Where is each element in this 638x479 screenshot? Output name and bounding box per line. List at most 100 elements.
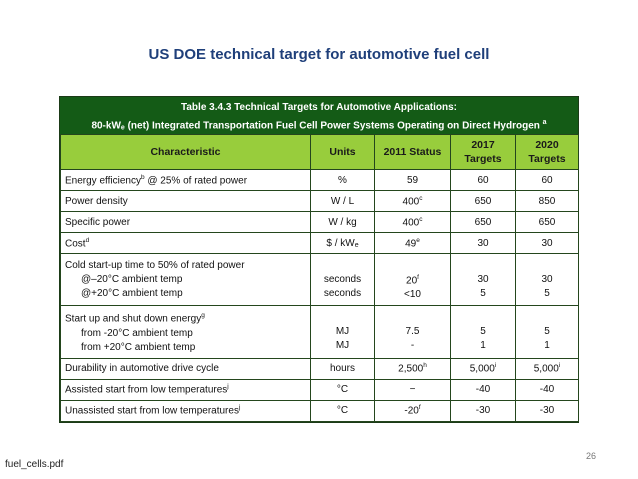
cell-2017-target: 650 [450,211,516,233]
table-row: Assisted start from low temperaturesj °C… [60,378,579,401]
cell-2017-target: 30 [450,232,516,254]
cell-characteristic: Durability in automotive drive cycle [60,357,311,380]
header-2017-label: Targets [464,153,502,165]
header-2020-label: Targets [528,153,566,165]
header-2017-targets: 2017 Targets [450,134,516,170]
units-text: seconds [323,273,362,285]
table-row: Start up and shut down energyg from -20°… [60,305,579,359]
technical-targets-table: Table 3.4.3 Technical Targets for Automo… [59,96,579,423]
cell-characteristic: Specific power [60,211,311,233]
table-row: Unassisted start from low temperaturesj … [60,399,579,422]
footnote-mark: f [417,274,419,281]
header-characteristic: Characteristic [60,134,311,170]
target-value: 30 [477,273,489,285]
target-value: 1 [480,339,486,351]
footnote-mark: h [423,362,427,370]
status-value: <10 [404,289,421,301]
target-value: 5 [480,287,486,299]
cell-characteristic: Start up and shut down energyg from -20°… [60,305,311,359]
cell-units: hours [310,357,375,380]
table-row: Energy efficiencyb @ 25% of rated power … [60,169,579,191]
table-row: Cold start-up time to 50% of rated power… [60,252,579,307]
target-value: 30 [541,273,553,285]
table-row: Power density W / L 400c 650 850 [60,190,579,212]
table-row: Durability in automotive drive cycle hou… [60,357,579,380]
source-filename: fuel_cells.pdf [5,459,64,470]
footnote-mark: d [85,236,90,244]
targets-grid: Characteristic Units 2011 Status 2017 Tar… [60,134,579,422]
table-caption-line-2: 80-kWe (net) Integrated Transportation F… [64,115,574,135]
caption-description: (net) Integrated Transportation Fuel Cel… [124,120,540,132]
status-value: 20 [406,275,418,287]
cell-units: seconds seconds [310,252,375,307]
cell-2011-status: 59 [374,169,451,191]
cell-2011-status: 7.5 - [374,305,451,359]
cell-characteristic: Assisted start from low temperaturesj [60,378,311,401]
header-2020-year: 2020 [535,139,559,151]
cell-2020-target: 30 5 [515,252,579,307]
cell-units: °C [310,399,375,422]
units-text: $ / kW [326,237,355,249]
caption-subscript: e [120,124,125,132]
page-number: 26 [586,451,597,461]
cell-units: °C [310,378,375,401]
footnote-mark: c [419,194,423,202]
cell-2020-target: -40 [515,378,579,401]
status-value: 49 [405,238,417,250]
footnote-mark: e [416,236,420,244]
characteristic-tail: @ 25% of rated power [144,175,248,187]
table-row: Specific power W / kg 400c 650 650 [60,211,579,233]
units-text: MJ [335,339,350,351]
caption-footnote-mark: a [542,119,547,126]
target-value: 5,000 [533,363,559,375]
header-units: Units [310,134,375,170]
cell-2020-target: 60 [515,169,579,191]
header-2017-year: 2017 [471,139,495,151]
status-value: 400 [402,196,420,208]
characteristic-text: Start up and shut down energy [65,313,202,325]
header-2011-status: 2011 Status [374,134,451,170]
cell-2011-status: 49e [374,232,451,254]
cell-2017-target: 5,000i [450,357,516,380]
units-subscript: e [354,241,359,249]
status-value: 2,500 [398,363,424,375]
footnote-mark: j [227,383,229,391]
characteristic-text: Energy efficiency [65,175,141,187]
footnote-mark: g [201,312,205,320]
cell-2020-target: 5,000i [515,357,579,380]
sub-condition: @+20°C ambient temp [81,287,183,299]
cell-2017-target: 5 1 [450,305,516,359]
status-value: 400 [402,217,420,229]
cell-2020-target: -30 [515,399,579,422]
cell-units: % [310,169,375,191]
header-2020-targets: 2020 Targets [515,134,579,170]
target-value: 1 [544,339,550,351]
cell-2011-status: 400c [374,211,451,233]
status-value: 7.5 [405,325,420,337]
cell-2017-target: 30 5 [450,252,516,307]
characteristic-text: Assisted start from low temperatures [65,384,228,396]
target-value: 5 [544,287,550,299]
cell-2011-status: -20f [374,399,451,422]
characteristic-text: Unassisted start from low temperatures [65,405,239,417]
status-value: 59 [406,174,419,186]
footnote-mark: b [140,173,145,181]
footnote-mark: i [558,362,561,370]
sub-condition: from -20°C ambient temp [81,327,193,339]
footnote-mark: c [419,215,423,223]
units-text: seconds [323,287,362,299]
target-value: 5 [480,325,486,337]
cell-2017-target: 60 [450,169,516,191]
cell-2020-target: 30 [515,232,579,254]
table-row: Costd $ / kWe 49e 30 30 [60,232,579,254]
cell-2011-status: − [374,378,451,401]
cell-characteristic: Cold start-up time to 50% of rated power… [60,252,311,307]
table-caption-line-1: Table 3.4.3 Technical Targets for Automo… [181,102,457,113]
sub-condition: from +20°C ambient temp [81,341,196,353]
cell-2020-target: 850 [515,190,579,212]
cell-2017-target: 650 [450,190,516,212]
cell-characteristic: Energy efficiencyb @ 25% of rated power [60,169,311,191]
characteristic-text: Cold start-up time to 50% of rated power [65,259,245,271]
cell-2011-status: 400c [374,190,451,212]
table-caption: Table 3.4.3 Technical Targets for Automo… [60,97,578,134]
